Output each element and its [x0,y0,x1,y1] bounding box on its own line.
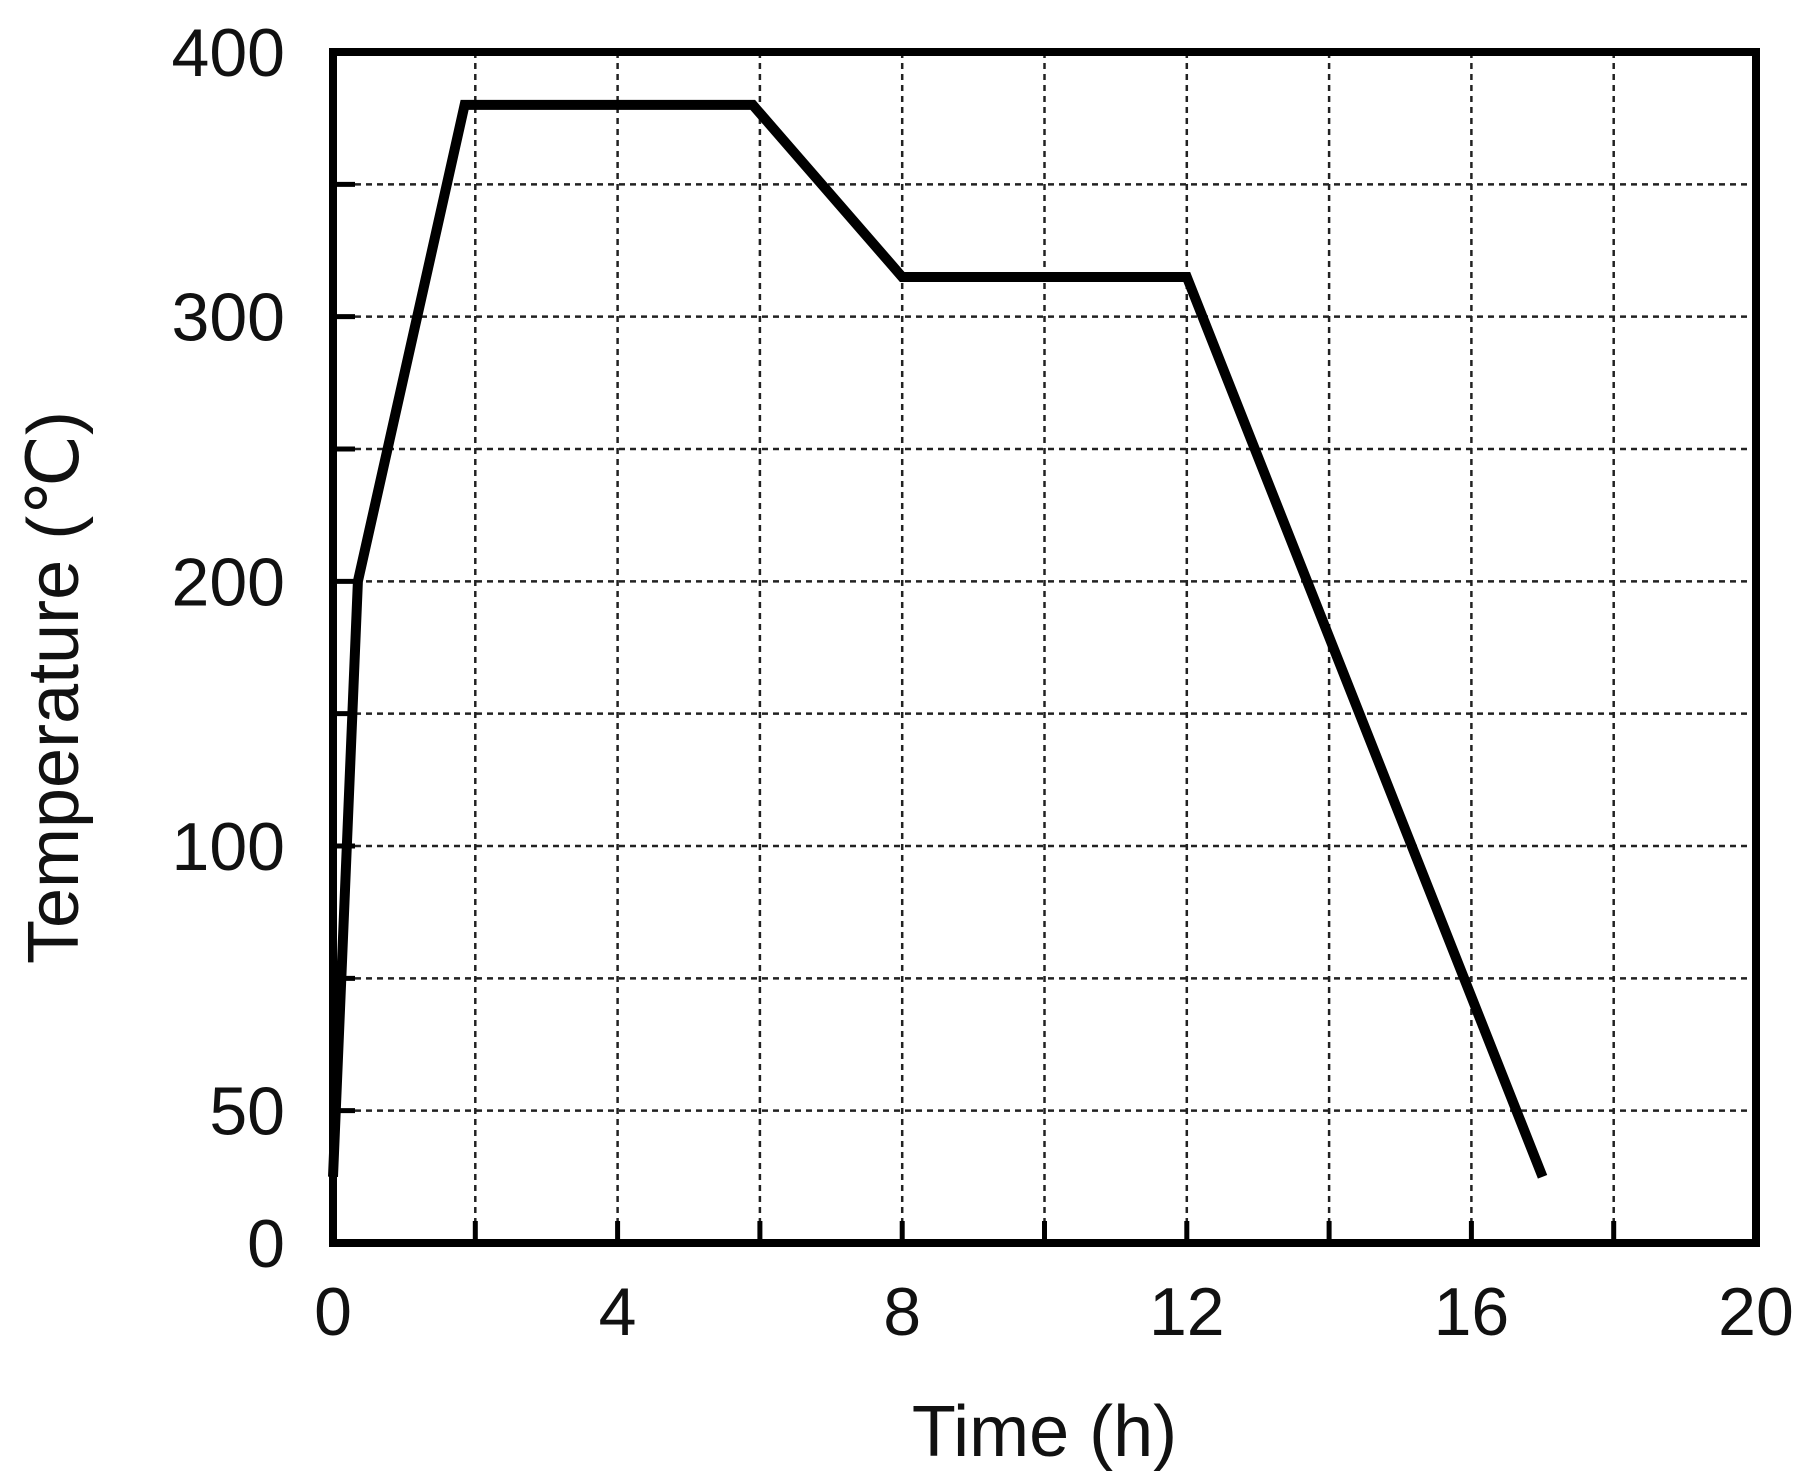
y-tick-label: 50 [209,1074,285,1150]
x-tick-label: 12 [1149,1274,1225,1350]
x-tick-label: 20 [1718,1274,1794,1350]
y-tick-label: 300 [172,280,285,356]
y-axis-title: Temperature (℃) [14,411,94,964]
y-tick-label: 400 [172,15,285,91]
grid-lines [333,52,1756,1243]
y-tick-label: 200 [172,544,285,620]
series-layer [328,99,1548,1179]
x-tick-label: 8 [883,1274,921,1350]
y-tick-label: 0 [247,1206,285,1282]
x-tick-label: 0 [314,1274,352,1350]
x-tick-label: 16 [1434,1274,1510,1350]
y-tick-label: 100 [172,809,285,885]
plot-frame [329,48,1760,1247]
x-axis-title: Time (h) [912,1392,1177,1472]
temperature-series-line [328,99,1548,1179]
x-tick-label: 4 [599,1274,637,1350]
